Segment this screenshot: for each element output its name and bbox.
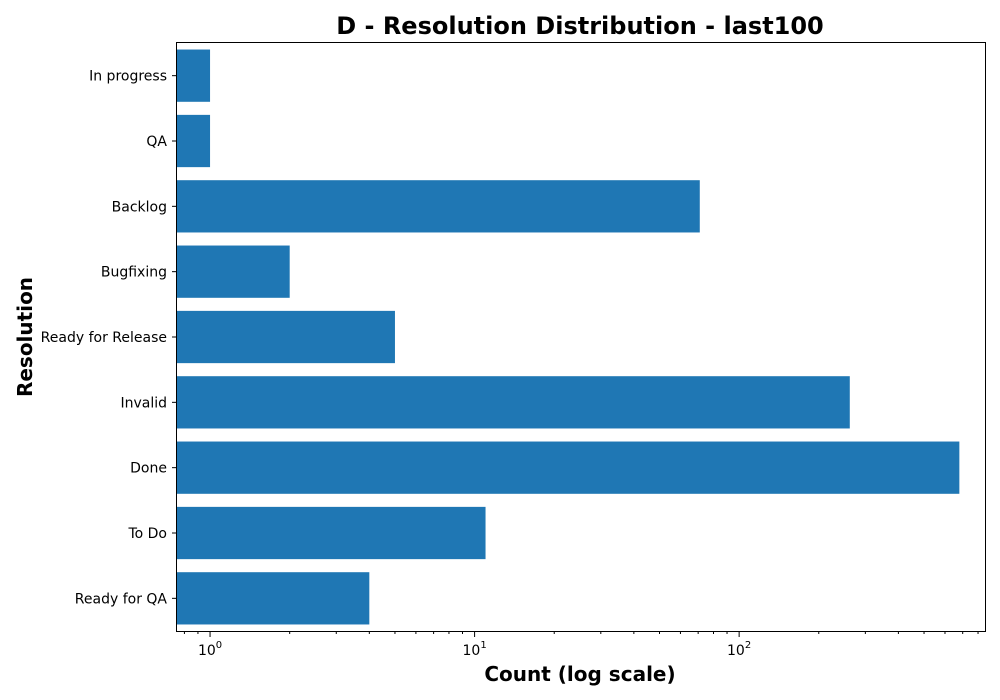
bar [177,441,960,494]
y-tick-label: In progress [89,69,167,85]
x-tick-label: 100 [198,640,222,659]
bar [177,245,290,298]
bar [177,572,370,625]
y-tick-label: Ready for Release [41,330,167,346]
y-axis-label: Resolution [13,277,37,397]
x-tick-label: 102 [727,640,751,659]
y-tick-label: Bugfixing [101,265,167,281]
y-axis-ticks: In progress QA Backlog Bugfixing Ready for R… [41,69,177,607]
y-tick-label: Backlog [112,199,167,215]
bar [177,114,211,168]
y-tick-label: Done [130,461,167,477]
y-tick-label: Invalid [120,395,167,411]
bar [177,376,850,429]
bar [177,506,486,560]
chart-title: D - Resolution Distribution - last100 [336,12,824,40]
bar [177,180,700,233]
plot-frame [176,42,986,632]
bar [177,310,395,364]
x-axis-label: Count (log scale) [484,662,675,686]
x-tick-label: 101 [462,640,486,659]
bar-group [177,49,960,625]
y-tick-label: Ready for QA [75,591,168,607]
bar [177,49,211,102]
y-tick-label: QA [146,134,167,150]
y-tick-label: To Do [127,526,167,542]
